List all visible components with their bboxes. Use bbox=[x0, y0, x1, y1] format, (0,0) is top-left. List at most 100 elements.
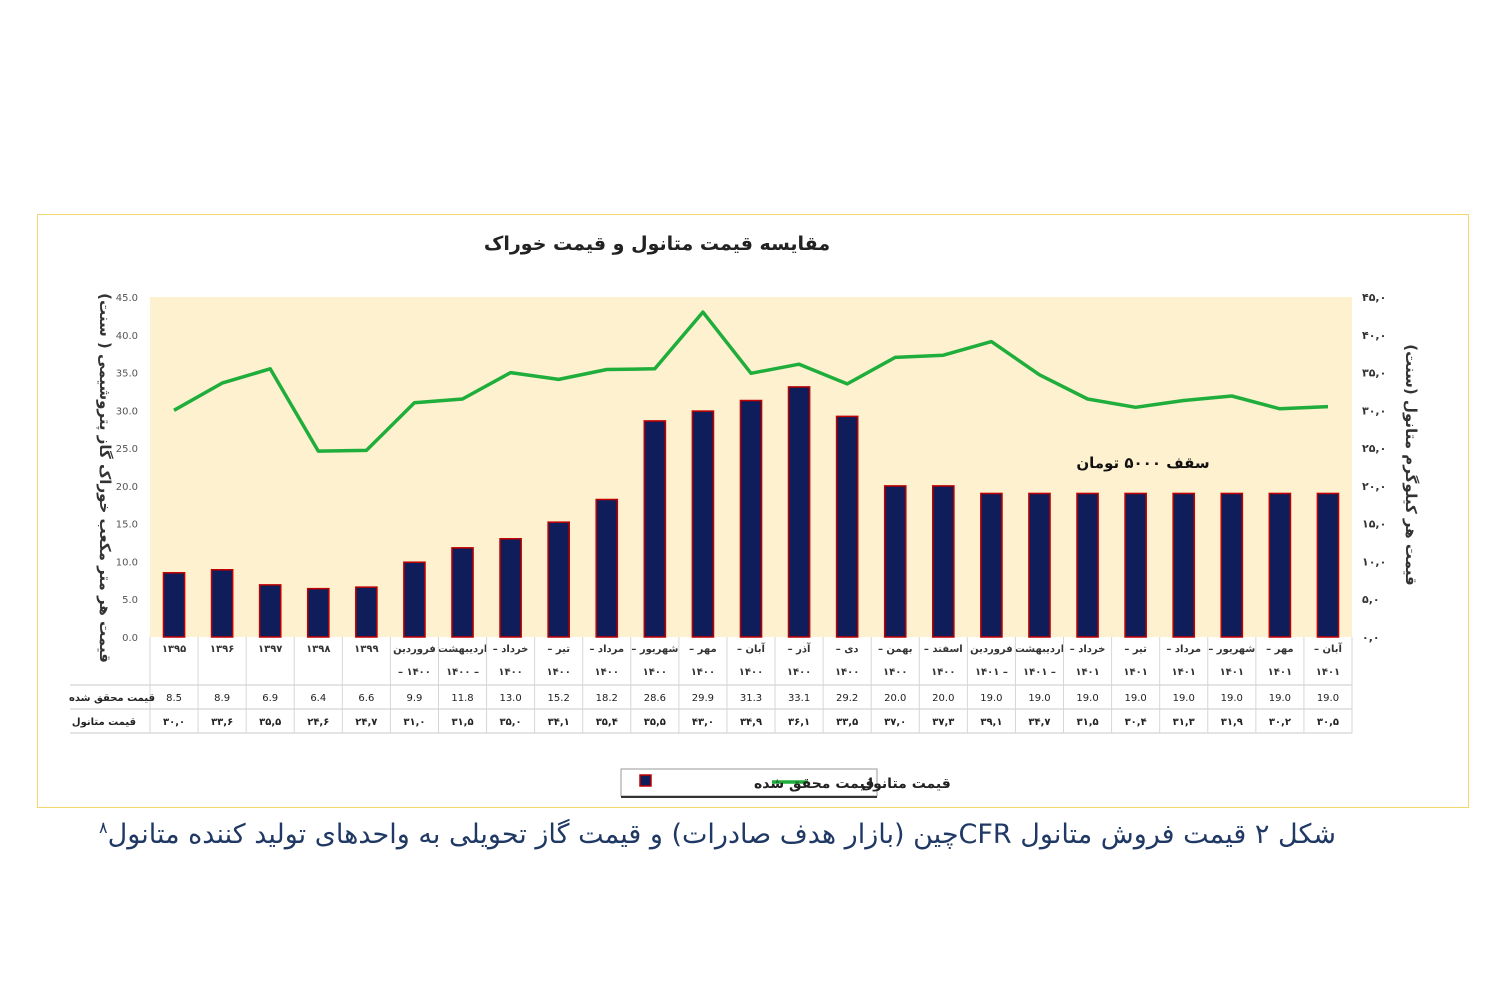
x-tick-label: ۱۴۰۱ bbox=[1172, 667, 1196, 678]
bar-realized-price bbox=[403, 561, 426, 638]
x-tick-label: ۱۴۰۰ bbox=[595, 667, 619, 678]
bar-realized-price bbox=[787, 386, 811, 638]
y-right-tick-label: ۱۰,۰ bbox=[1362, 555, 1386, 568]
x-tick-label: ۱۴۰۱ bbox=[1123, 667, 1147, 678]
table-cell-realized: 8.9 bbox=[214, 693, 230, 704]
x-tick-label: ۱۳۹۹ bbox=[354, 644, 378, 655]
y-right-tick-label: ۱۵,۰ bbox=[1362, 518, 1386, 531]
table-cell-realized: 19.0 bbox=[1269, 693, 1291, 704]
legend-swatch-realized bbox=[639, 774, 652, 787]
legend-label-methanol: قیمت متانول bbox=[861, 776, 951, 792]
table-row-header: قیمت متانول bbox=[72, 717, 136, 728]
x-tick-label: ۱۴۰۰ bbox=[931, 667, 955, 678]
table-cell-methanol: ۳۵,۵ bbox=[259, 717, 281, 728]
table-cell-realized: 19.0 bbox=[1173, 693, 1195, 704]
table-cell-methanol: ۳۴,۷ bbox=[1028, 717, 1050, 728]
table-cell-methanol: ۳۳,۶ bbox=[211, 717, 233, 728]
x-tick-label: ۱۴۰۱ bbox=[1316, 667, 1340, 678]
x-tick-label: اردیبهشت bbox=[438, 644, 488, 655]
bar-realized-price bbox=[980, 492, 1003, 638]
y-right-tick-label: ۲۵,۰ bbox=[1362, 442, 1386, 455]
table-cell-methanol: ۳۱,۳ bbox=[1173, 717, 1195, 728]
table-cell-methanol: ۳۵,۵ bbox=[644, 717, 666, 728]
x-tick-label: شهریور – bbox=[1208, 644, 1255, 655]
table-cell-realized: 33.1 bbox=[788, 693, 810, 704]
caption-text: شکل ۲ قیمت فروش متانول CFRچین (بازار هدف… bbox=[107, 819, 1336, 850]
legend-label-realized: قیمت محقق شده bbox=[754, 776, 874, 792]
table-cell-realized: 6.4 bbox=[310, 693, 326, 704]
bar-realized-price bbox=[355, 586, 378, 638]
table-cell-methanol: ۳۷,۰ bbox=[884, 717, 906, 728]
x-tick-label: آذر – bbox=[788, 642, 811, 655]
x-tick-label: بهمن – bbox=[878, 644, 913, 655]
line-methanol-price bbox=[173, 310, 1329, 453]
x-tick-label: فروردین bbox=[393, 644, 436, 655]
table-cell-methanol: ۳۷,۳ bbox=[932, 717, 954, 728]
x-tick-label: تیر – bbox=[1124, 644, 1147, 655]
bar-realized-price bbox=[883, 485, 907, 638]
bar-realized-price bbox=[835, 415, 859, 638]
x-tick-label: مهر – bbox=[689, 644, 717, 655]
x-tick-label: ۱۴۰۱ bbox=[1268, 667, 1292, 678]
table-cell-realized: 19.0 bbox=[1028, 693, 1050, 704]
table-cell-methanol: ۳۴,۹ bbox=[740, 717, 762, 728]
bar-realized-price bbox=[547, 521, 571, 638]
y-right-axis-title: قیمت هر کیلوگرم متانول (سنت) bbox=[1402, 344, 1420, 585]
y-right-tick-label: ۳۵,۰ bbox=[1362, 367, 1386, 380]
table-cell-methanol: ۳۳,۵ bbox=[836, 717, 858, 728]
x-tick-label: ۱۴۰۰ bbox=[643, 667, 667, 678]
x-tick-label: ۱۴۰۱ bbox=[1220, 667, 1244, 678]
bar-realized-price bbox=[162, 572, 186, 638]
x-tick-label: تیر – bbox=[547, 644, 570, 655]
table-cell-realized: 9.9 bbox=[406, 693, 422, 704]
table-cell-realized: 20.0 bbox=[932, 693, 954, 704]
table-cell-realized: 29.2 bbox=[836, 693, 858, 704]
table-cell-realized: 19.0 bbox=[1125, 693, 1147, 704]
bar-realized-price bbox=[691, 410, 715, 638]
y-left-tick-label: 10.0 bbox=[116, 557, 138, 568]
y-right-tick-label: ۳۰,۰ bbox=[1362, 404, 1386, 417]
x-tick-label: ۱۳۹۷ bbox=[258, 644, 282, 655]
x-tick-label: ۱۴۰۰ bbox=[787, 667, 811, 678]
x-tick-label: فروردین bbox=[970, 644, 1013, 655]
x-tick-label: – ۱۴۰۱ bbox=[1023, 667, 1056, 678]
bar-realized-price bbox=[739, 399, 763, 638]
table-cell-realized: 8.5 bbox=[166, 693, 182, 704]
table-cell-realized: 28.6 bbox=[644, 693, 666, 704]
x-tick-label: ۱۴۰۰ bbox=[691, 667, 715, 678]
caption-footnote: ۸ bbox=[99, 818, 108, 837]
x-tick-label: ۱۳۹۵ bbox=[162, 644, 186, 655]
x-tick-label: خرداد – bbox=[1070, 644, 1106, 655]
y-left-tick-label: 40.0 bbox=[116, 331, 138, 342]
table-cell-realized: 6.9 bbox=[262, 693, 278, 704]
chart-title: مقایسه قیمت متانول و قیمت خوراک bbox=[484, 233, 830, 255]
legend-box bbox=[620, 768, 878, 797]
table-cell-realized: 29.9 bbox=[692, 693, 714, 704]
chart-annotation: سقف ۵۰۰۰ تومان bbox=[1076, 454, 1209, 472]
table-cell-methanol: ۳۶,۱ bbox=[788, 717, 810, 728]
table-cell-methanol: ۳۱,۵ bbox=[1077, 717, 1099, 728]
bar-realized-price bbox=[931, 485, 955, 638]
bar-realized-price bbox=[306, 587, 330, 638]
y-right-tick-label: ۵,۰ bbox=[1362, 593, 1380, 606]
y-left-tick-label: 45.0 bbox=[116, 293, 138, 304]
figure-caption: شکل ۲ قیمت فروش متانول CFRچین (بازار هدف… bbox=[60, 818, 1336, 850]
table-cell-methanol: ۲۴,۶ bbox=[307, 717, 329, 728]
table-cell-realized: 18.2 bbox=[596, 693, 618, 704]
table-cell-methanol: ۳۰,۵ bbox=[1317, 717, 1339, 728]
y-left-tick-label: 35.0 bbox=[116, 369, 138, 380]
x-tick-label: مرداد – bbox=[589, 644, 624, 655]
table-cell-methanol: ۳۹,۱ bbox=[980, 717, 1002, 728]
table-cell-methanol: ۳۱,۹ bbox=[1221, 717, 1243, 728]
table-cell-methanol: ۳۵,۰ bbox=[500, 717, 522, 728]
x-tick-label: مرداد – bbox=[1166, 644, 1201, 655]
x-tick-label: شهریور – bbox=[631, 644, 678, 655]
x-tick-label: ۱۴۰۰ – bbox=[398, 667, 431, 678]
bar-realized-price bbox=[1124, 492, 1147, 638]
table-cell-realized: 11.8 bbox=[451, 693, 473, 704]
bar-realized-price bbox=[643, 420, 667, 638]
x-tick-label: آبان – bbox=[1314, 642, 1343, 655]
x-tick-label: ۱۴۰۰ bbox=[883, 667, 907, 678]
y-left-tick-label: 5.0 bbox=[122, 595, 138, 606]
